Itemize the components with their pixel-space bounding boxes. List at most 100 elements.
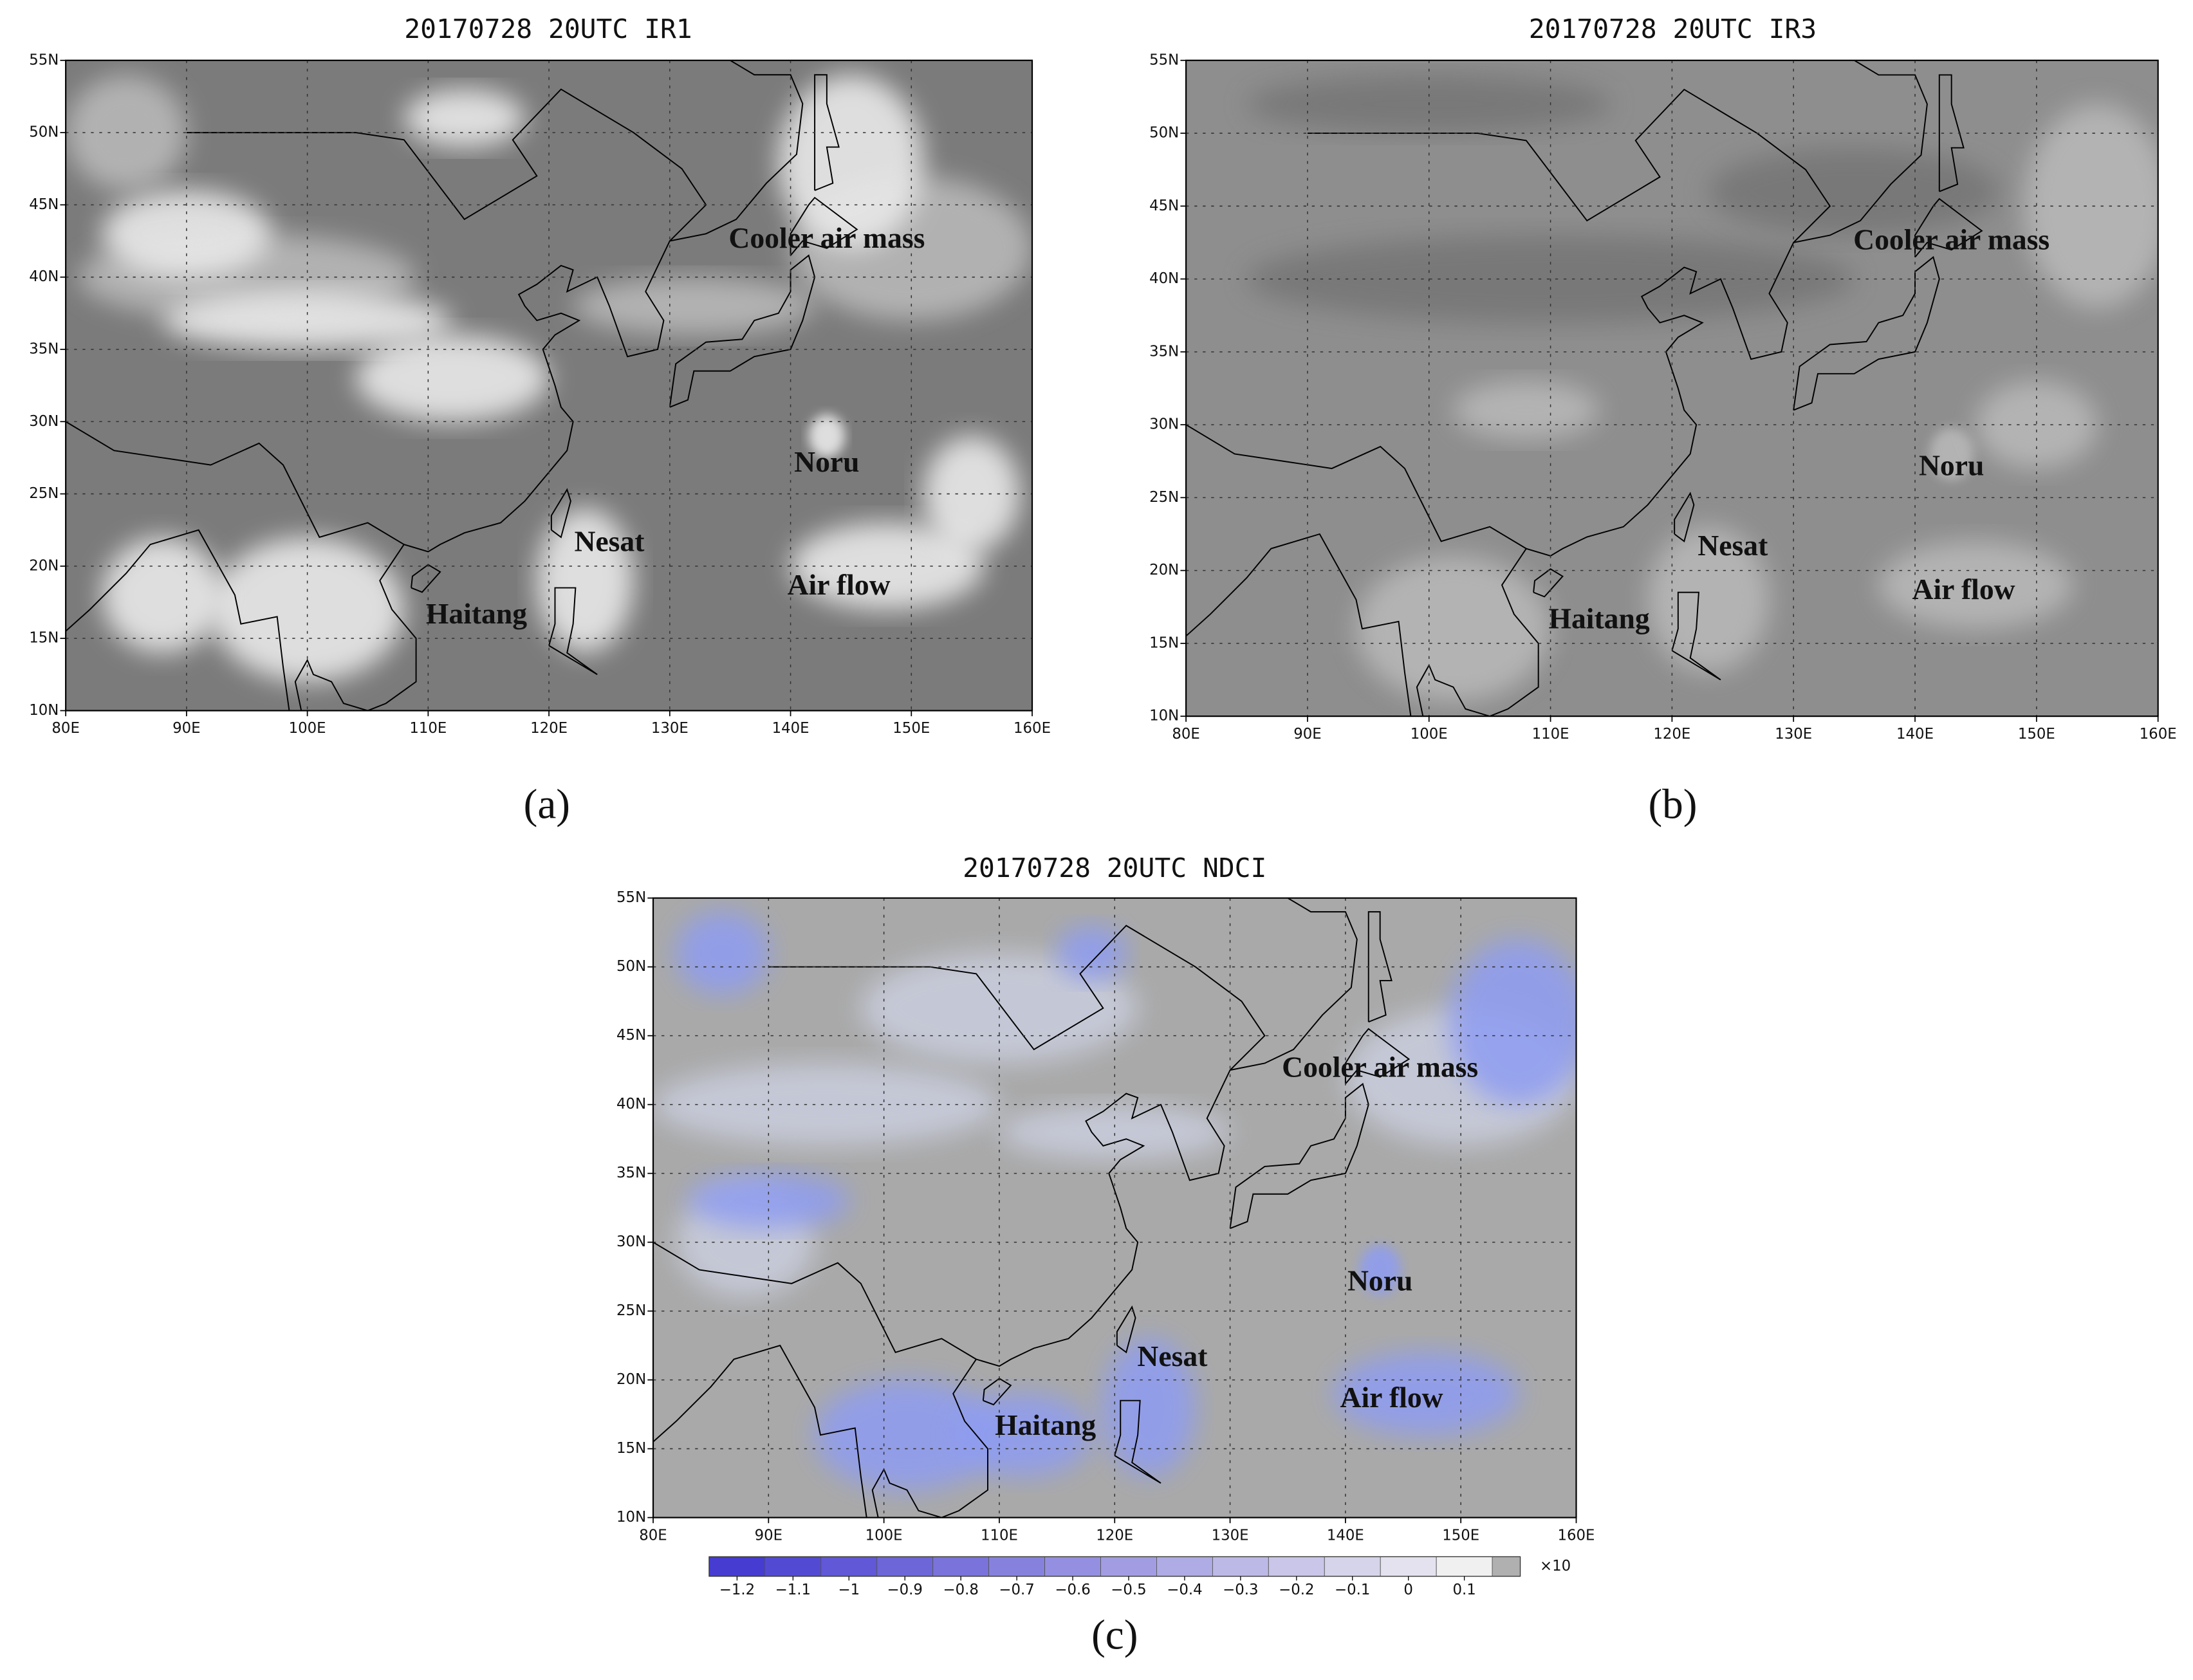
panel-label: (b) — [1648, 782, 1697, 828]
x-tick-label: 80E — [1172, 726, 1199, 743]
colorbar-tick-label: −0.4 — [1167, 1582, 1202, 1598]
y-tick-label: 35N — [616, 1165, 646, 1181]
annotation: Air flow — [788, 568, 891, 601]
x-tick-label: 120E — [530, 720, 568, 737]
coastline — [1114, 1399, 1161, 1484]
colorbar-tick-label: −0.2 — [1279, 1582, 1314, 1598]
colorbar-swatch — [932, 1556, 990, 1577]
coastline — [814, 74, 840, 191]
panel-title: 20170728 20UTC IR3 — [1529, 14, 1817, 44]
x-tick-label: 100E — [865, 1527, 903, 1544]
x-tick-label: 80E — [639, 1527, 667, 1544]
cloud — [1453, 381, 1600, 439]
coastline — [1367, 911, 1393, 1023]
x-tick-label: 130E — [1212, 1527, 1249, 1544]
cloud — [1103, 1338, 1196, 1477]
colorbar-swatch — [1156, 1556, 1213, 1577]
colorbar-unit: ×10 — [1540, 1558, 1571, 1574]
coastline — [411, 564, 441, 593]
coastline — [1344, 1028, 1411, 1085]
cloud — [790, 522, 984, 610]
coastline — [1671, 591, 1721, 681]
colorbar-tick-label: −0.8 — [943, 1582, 978, 1598]
y-tick-label: 15N — [29, 630, 59, 647]
y-tick-label: 10N — [29, 702, 59, 719]
cloud — [815, 1380, 999, 1490]
y-tick-label: 40N — [1149, 270, 1179, 287]
colorbar-tick-label: −1.2 — [719, 1582, 755, 1598]
y-tick-label: 35N — [29, 340, 59, 357]
y-tick-label: 55N — [29, 51, 59, 68]
map-frame — [65, 59, 1033, 712]
colorbar-swatch — [764, 1556, 822, 1577]
colorbar-tick-label: −0.9 — [887, 1582, 923, 1598]
x-tick-label: 120E — [1096, 1527, 1133, 1544]
colorbar-swatch — [1436, 1556, 1493, 1577]
x-tick-label: 140E — [772, 720, 810, 737]
coastline — [653, 1344, 867, 1518]
coastline — [669, 254, 816, 408]
x-tick-label: 110E — [981, 1527, 1018, 1544]
x-tick-label: 150E — [1442, 1527, 1479, 1544]
annotation: Cooler air mass — [1282, 1051, 1478, 1084]
map-frame — [652, 897, 1577, 1518]
cloud — [808, 414, 846, 458]
coastline — [941, 898, 1358, 1518]
coastline — [294, 658, 368, 711]
y-tick-label: 45N — [1149, 198, 1179, 214]
coastline — [186, 88, 707, 242]
y-tick-label: 40N — [29, 268, 59, 285]
y-tick-label: 45N — [616, 1027, 646, 1044]
y-tick-label: 30N — [616, 1233, 646, 1250]
y-tick-label: 25N — [616, 1302, 646, 1319]
colorbar-tick-label: −0.7 — [999, 1582, 1034, 1598]
colorbar-tick-label: 0.1 — [1452, 1582, 1476, 1598]
satellite-image — [653, 898, 1577, 1518]
y-tick-label: 30N — [1149, 416, 1179, 433]
x-tick-label: 110E — [1532, 726, 1569, 743]
coastline — [66, 421, 405, 546]
colorbar-swatch — [988, 1556, 1046, 1577]
coastline — [1793, 255, 1940, 411]
x-tick-label: 160E — [1013, 720, 1051, 737]
map-panel: 80E 90E 100E 110E 120E 130E 140E 150E 160E 10N 15N… — [1149, 14, 2177, 827]
x-tick-label: 140E — [1327, 1527, 1364, 1544]
x-tick-label: 90E — [755, 1527, 782, 1544]
cloud — [210, 537, 404, 682]
cloud — [77, 234, 416, 321]
panel-label: (a) — [524, 782, 570, 828]
y-tick-label: 50N — [616, 958, 646, 975]
annotation: Nesat — [1137, 1340, 1207, 1372]
cloud — [403, 89, 525, 147]
y-tick-label: 20N — [616, 1371, 646, 1388]
x-tick-label: 140E — [1896, 726, 1934, 743]
colorbar-swatch — [1212, 1556, 1269, 1577]
y-tick-label: 50N — [1149, 125, 1179, 142]
annotation: Noru — [794, 445, 859, 478]
colorbar-tick-label: −0.6 — [1055, 1582, 1090, 1598]
coastline — [367, 60, 804, 711]
colorbar-tick-label: 0 — [1403, 1582, 1413, 1598]
cloud — [1359, 1244, 1401, 1295]
colorbar-swatch — [1380, 1556, 1437, 1577]
coastline — [871, 1468, 942, 1518]
annotation: Air flow — [1340, 1381, 1443, 1414]
coastline — [982, 1378, 1012, 1406]
x-tick-label: 80E — [51, 720, 79, 737]
panel-label: (c) — [1091, 1612, 1138, 1659]
colorbar-swatch — [1100, 1556, 1157, 1577]
colorbar-tick-label: −1 — [838, 1582, 860, 1598]
cloud — [923, 436, 1021, 552]
cloud — [1057, 925, 1127, 981]
y-tick-label: 40N — [616, 1096, 646, 1112]
coastline — [768, 925, 1266, 1071]
colorbar-tick-label: −0.1 — [1335, 1582, 1370, 1598]
y-tick-label: 20N — [1149, 562, 1179, 578]
x-tick-label: 130E — [651, 720, 689, 737]
coastline — [1229, 1082, 1369, 1230]
colorbar-swatch — [820, 1556, 878, 1577]
annotation: Noru — [1919, 449, 1984, 482]
coastline — [66, 529, 290, 711]
x-tick-label: 160E — [2140, 726, 2177, 743]
